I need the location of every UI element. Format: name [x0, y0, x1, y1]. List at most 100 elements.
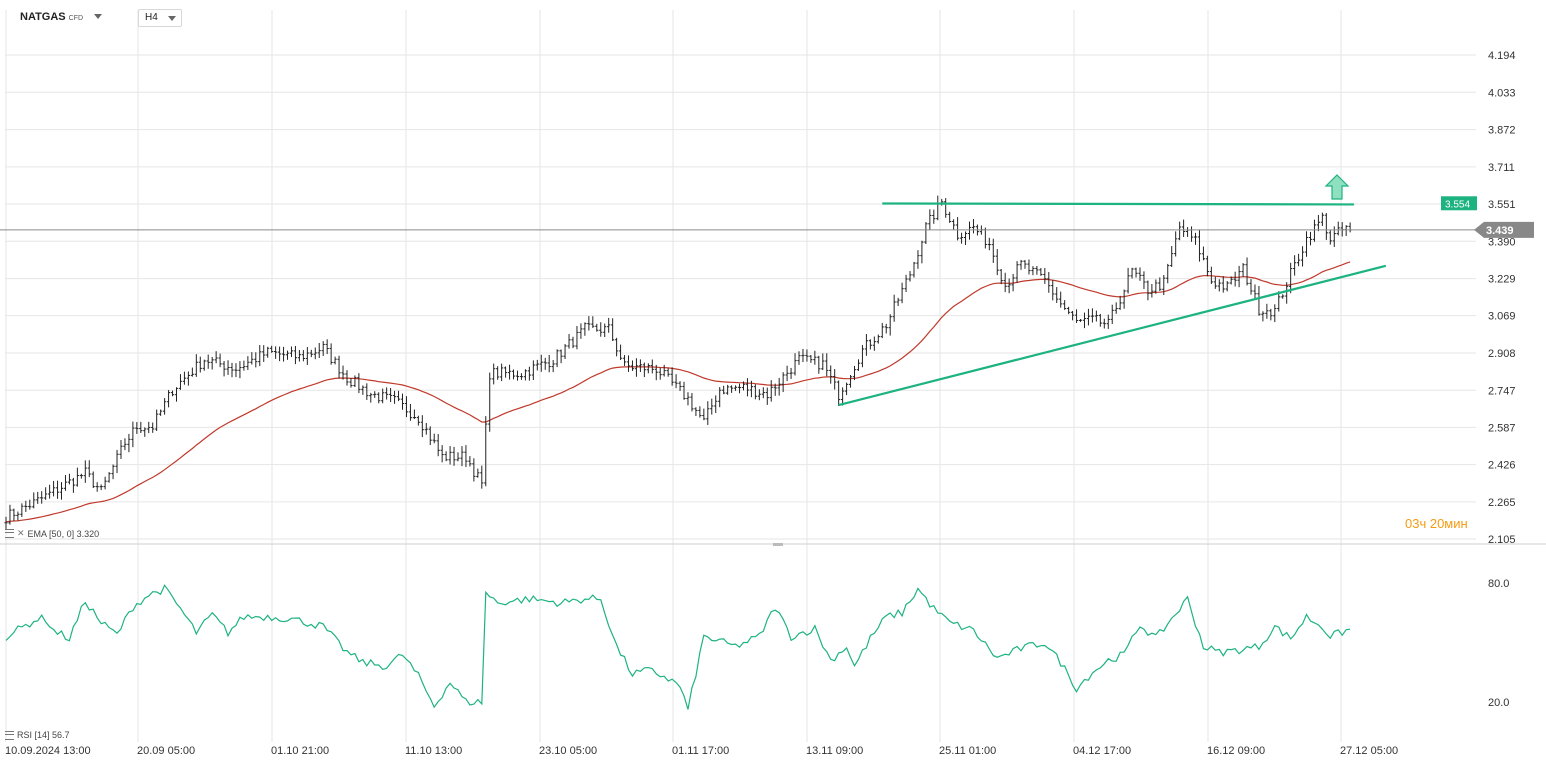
- candle[interactable]: [781, 372, 785, 393]
- candle[interactable]: [789, 367, 793, 379]
- candle[interactable]: [67, 473, 72, 485]
- candle[interactable]: [111, 464, 115, 480]
- candle[interactable]: [952, 219, 956, 230]
- candle[interactable]: [523, 369, 528, 381]
- candle[interactable]: [1015, 261, 1019, 283]
- candle[interactable]: [741, 381, 746, 391]
- candle[interactable]: [361, 385, 365, 395]
- candle[interactable]: [436, 434, 440, 457]
- candle[interactable]: [1253, 284, 1257, 300]
- candle[interactable]: [16, 511, 20, 521]
- candle[interactable]: [710, 398, 714, 415]
- candle[interactable]: [579, 323, 583, 339]
- candle[interactable]: [1138, 267, 1142, 281]
- candle[interactable]: [1114, 302, 1118, 314]
- candle[interactable]: [718, 387, 722, 408]
- candle[interactable]: [1019, 259, 1023, 270]
- candle[interactable]: [1209, 266, 1213, 284]
- candle[interactable]: [460, 446, 464, 467]
- candle[interactable]: [674, 374, 678, 389]
- candle[interactable]: [611, 318, 615, 341]
- candle[interactable]: [793, 353, 797, 376]
- candle[interactable]: [1221, 276, 1225, 293]
- candle[interactable]: [607, 317, 611, 333]
- candle[interactable]: [694, 407, 698, 417]
- candle[interactable]: [908, 271, 912, 282]
- candle[interactable]: [242, 360, 246, 371]
- candle[interactable]: [833, 369, 837, 390]
- candle[interactable]: [428, 426, 432, 446]
- candle[interactable]: [400, 393, 405, 410]
- candle[interactable]: [1281, 294, 1285, 299]
- candle[interactable]: [852, 365, 857, 381]
- candle[interactable]: [4, 516, 8, 530]
- candle[interactable]: [139, 421, 143, 434]
- candle[interactable]: [1142, 271, 1146, 290]
- candle[interactable]: [206, 354, 210, 369]
- candle[interactable]: [166, 390, 171, 408]
- candle[interactable]: [1316, 214, 1321, 232]
- candle[interactable]: [884, 323, 888, 334]
- candle[interactable]: [567, 334, 571, 349]
- chevron-down-icon[interactable]: [94, 14, 102, 19]
- candle[interactable]: [1154, 279, 1158, 294]
- candle[interactable]: [1130, 267, 1134, 279]
- candle[interactable]: [856, 359, 861, 371]
- candle[interactable]: [535, 359, 539, 371]
- candle[interactable]: [198, 356, 202, 373]
- candle[interactable]: [36, 491, 40, 504]
- rsi-line[interactable]: [5, 584, 1351, 710]
- candle[interactable]: [583, 322, 587, 336]
- candle[interactable]: [944, 198, 948, 218]
- ema-line[interactable]: [5, 261, 1351, 523]
- candle[interactable]: [385, 387, 389, 400]
- candle[interactable]: [983, 227, 987, 249]
- candle[interactable]: [408, 403, 413, 421]
- candle[interactable]: [143, 427, 147, 437]
- candle[interactable]: [254, 352, 258, 368]
- candle[interactable]: [527, 366, 531, 381]
- candle[interactable]: [218, 353, 222, 368]
- candle[interactable]: [377, 392, 381, 404]
- candle[interactable]: [733, 385, 738, 391]
- candle[interactable]: [281, 346, 286, 362]
- candle[interactable]: [1324, 213, 1328, 240]
- candle[interactable]: [1055, 287, 1059, 303]
- candle[interactable]: [476, 468, 480, 478]
- candle[interactable]: [757, 389, 761, 401]
- candle[interactable]: [107, 472, 111, 483]
- candle[interactable]: [1261, 311, 1265, 322]
- candle[interactable]: [1336, 221, 1340, 236]
- candle[interactable]: [773, 383, 777, 396]
- candle[interactable]: [349, 378, 353, 388]
- candle[interactable]: [182, 371, 187, 385]
- candle[interactable]: [381, 388, 385, 404]
- candle[interactable]: [309, 349, 313, 358]
- candle[interactable]: [1122, 289, 1126, 309]
- candle[interactable]: [547, 354, 551, 373]
- candle[interactable]: [511, 369, 516, 380]
- symbol-selector[interactable]: NATGAS CFD: [20, 11, 83, 23]
- candle[interactable]: [1229, 276, 1233, 285]
- candle[interactable]: [1178, 221, 1182, 241]
- candle[interactable]: [714, 395, 718, 413]
- candle[interactable]: [892, 294, 896, 322]
- candle[interactable]: [837, 380, 841, 406]
- candle[interactable]: [448, 446, 452, 465]
- candle[interactable]: [1003, 272, 1007, 293]
- candle[interactable]: [329, 343, 333, 365]
- candle[interactable]: [1201, 246, 1206, 261]
- candle[interactable]: [1158, 277, 1162, 292]
- candle[interactable]: [515, 370, 520, 381]
- candle[interactable]: [488, 372, 492, 432]
- candle[interactable]: [202, 359, 206, 371]
- candle[interactable]: [210, 356, 214, 370]
- candle[interactable]: [686, 392, 690, 406]
- candle[interactable]: [1269, 308, 1273, 321]
- ema-legend[interactable]: ✕ EMA [50, 0] 3.320: [5, 528, 99, 539]
- candle[interactable]: [654, 364, 658, 381]
- candle[interactable]: [305, 346, 309, 365]
- candle[interactable]: [507, 364, 512, 380]
- candle[interactable]: [737, 383, 742, 394]
